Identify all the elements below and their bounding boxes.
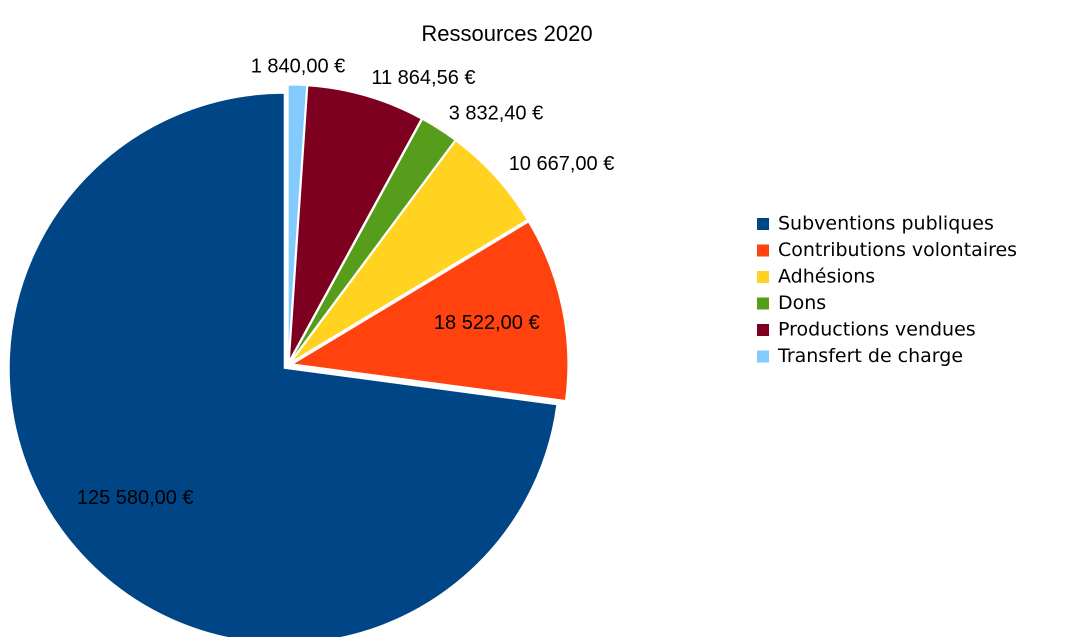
pie-slice	[288, 85, 422, 361]
data-label: 18 522,00 €	[434, 312, 540, 334]
legend-swatch	[757, 218, 769, 230]
legend-swatch	[757, 271, 769, 283]
pie-slice	[8, 92, 558, 637]
legend-label: Adhésions	[778, 266, 875, 288]
legend-swatch	[757, 297, 769, 310]
data-label: 3 832,40 €	[449, 102, 544, 124]
legend-swatch	[757, 324, 769, 336]
legend-swatch	[757, 244, 769, 257]
legend-label: Contributions volontaires	[778, 239, 1017, 261]
pie-slice	[287, 84, 308, 361]
legend-label: Productions vendues	[778, 319, 976, 341]
pie-slice	[290, 118, 456, 362]
chart-title: Ressources 2020	[421, 21, 592, 46]
pie-slice	[291, 140, 528, 363]
data-label: 125 580,00 €	[77, 487, 194, 509]
pie-slice	[291, 221, 569, 402]
data-label: 1 840,00 €	[251, 55, 346, 77]
legend-label: Transfert de charge	[777, 345, 963, 367]
legend-swatch	[757, 350, 769, 363]
data-label: 11 864,56 €	[371, 67, 475, 89]
data-label: 10 667,00 €	[509, 153, 615, 175]
legend-label: Dons	[778, 292, 826, 314]
legend-label: Subventions publiques	[778, 213, 994, 235]
